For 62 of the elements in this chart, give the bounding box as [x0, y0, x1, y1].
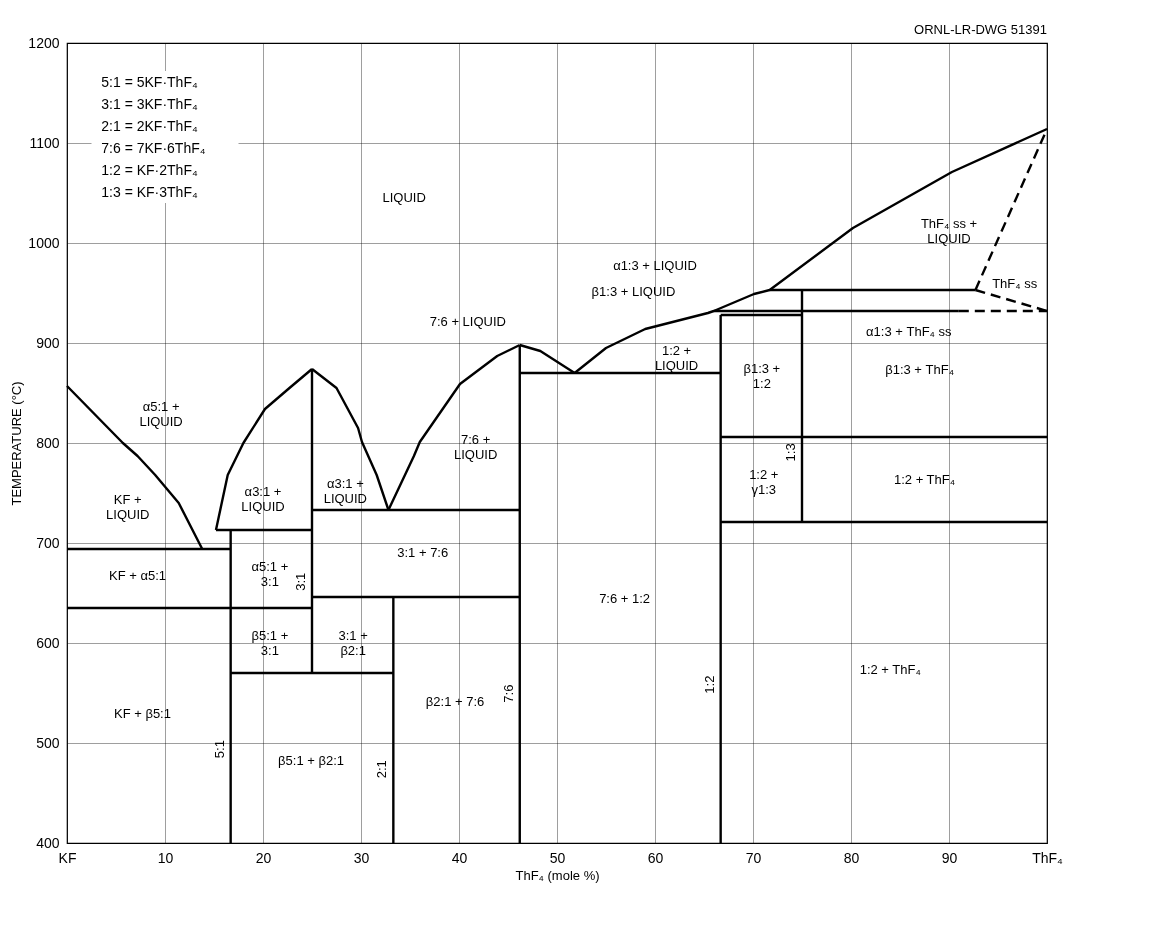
x-tick-label: 50 — [549, 849, 566, 866]
annotation: 5:1 = 5KF·ThF₄ — [101, 74, 198, 90]
x-tick-label: 40 — [451, 849, 468, 866]
annotation: 3:1 = 3KF·ThF₄ — [101, 96, 198, 112]
annotation: 1:2 = KF·2ThF₄ — [101, 162, 198, 178]
annotation: 1:2 + LIQUID — [654, 343, 699, 373]
y-tick-label: 1200 — [28, 34, 60, 51]
annotation: 7:6 + LIQUID — [429, 314, 506, 329]
y-tick-label: 1000 — [28, 234, 60, 251]
text: 1:2 — [701, 675, 717, 694]
text: 1:3 — [783, 443, 798, 462]
y-tick-label: 700 — [36, 534, 60, 551]
annotation: 3:1 + β2:1 — [338, 628, 368, 658]
annotation: β5:1 + 3:1 — [251, 628, 289, 658]
annotation: α5:1 + LIQUID — [139, 399, 183, 429]
x-tick-label: 90 — [941, 849, 958, 866]
annotation: β2:1 + 7:6 — [425, 694, 485, 709]
x-tick-label: 70 — [745, 849, 762, 866]
text: ORNL-LR-DWG 51391 — [914, 22, 1047, 37]
annotation: 1:2 + γ1:3 — [749, 467, 779, 497]
annotation: β1:3 + 1:2 — [743, 361, 781, 391]
annotation: β1:3 + LIQUID — [591, 284, 676, 299]
annotation: β5:1 + β2:1 — [278, 753, 344, 768]
x-tick-label: 80 — [843, 849, 860, 866]
y-tick-label: 500 — [36, 734, 60, 751]
annotation: LIQUID — [382, 190, 426, 205]
x-tick-label: 20 — [255, 849, 272, 866]
annotation: ThF₄ ss — [992, 276, 1038, 291]
text: 2:1 — [374, 760, 390, 779]
x-tick-label: 30 — [353, 849, 370, 866]
annotation: α3:1 + LIQUID — [323, 476, 367, 506]
annotation: ThF₄ ss + LIQUID — [920, 216, 978, 246]
annotation: 1:2 + ThF₄ — [859, 662, 921, 677]
annotation: KF + LIQUID — [106, 492, 150, 522]
text: 5:1 — [211, 740, 227, 759]
x-tick-label: 60 — [647, 849, 664, 866]
y-tick-label: 600 — [36, 634, 60, 651]
y-tick-label: 900 — [36, 334, 60, 351]
x-tick-label: ThF₄ — [1032, 849, 1064, 866]
annotation: α1:3 + LIQUID — [613, 258, 697, 273]
annotation: 2:1 = 2KF·ThF₄ — [101, 118, 198, 134]
x-axis-title: ThF₄ (mole %) — [515, 867, 600, 883]
text: 7:6 — [500, 684, 516, 703]
annotation: KF + β5:1 — [113, 706, 171, 721]
annotation: KF + α5:1 — [109, 568, 167, 583]
x-tick-label: KF — [58, 849, 77, 866]
y-tick-label: 800 — [36, 434, 60, 451]
annotation: 1:3 = KF·3ThF₄ — [101, 184, 198, 200]
annotation: α5:1 + 3:1 — [251, 559, 289, 589]
text: 3:1 — [293, 572, 308, 591]
annotation: 7:6 + 1:2 — [599, 591, 651, 606]
annotation: 7:6 = 7KF·6ThF₄ — [101, 140, 206, 156]
annotation: 1:2 + ThF₄ — [893, 472, 956, 487]
y-tick-label: 1100 — [29, 134, 60, 151]
annotation: 3:1 + 7:6 — [397, 545, 449, 560]
annotation: α3:1 + LIQUID — [241, 484, 285, 514]
annotation: 7:6 + LIQUID — [453, 432, 498, 462]
annotation: α1:3 + ThF₄ ss — [866, 324, 953, 339]
y-tick-label: 400 — [36, 834, 60, 851]
x-tick-label: 10 — [157, 849, 174, 866]
y-axis-title: TEMPERATURE (°C) — [9, 381, 25, 506]
annotation: β1:3 + ThF₄ — [885, 362, 954, 377]
